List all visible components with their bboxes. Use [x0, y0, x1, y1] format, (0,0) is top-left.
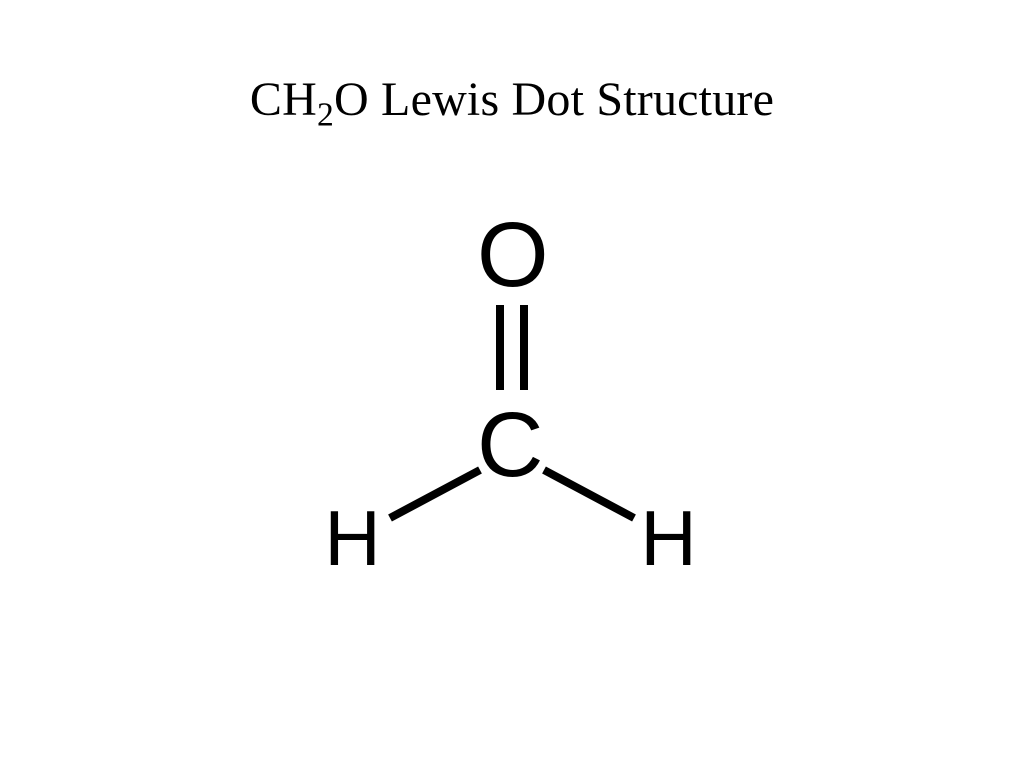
structure-diagram: O C H H: [262, 200, 762, 620]
title-subscript: 2: [317, 97, 334, 134]
atom-oxygen: O: [477, 209, 549, 301]
atom-carbon: C: [477, 399, 543, 491]
single-bond-left: [390, 470, 480, 518]
single-bond-right: [544, 470, 634, 518]
page-title: CH2O Lewis Dot Structure: [0, 72, 1024, 135]
atom-hydrogen-right: H: [640, 499, 696, 577]
atom-hydrogen-left: H: [324, 499, 380, 577]
title-prefix: CH: [250, 73, 317, 126]
title-suffix: O Lewis Dot Structure: [334, 73, 774, 126]
